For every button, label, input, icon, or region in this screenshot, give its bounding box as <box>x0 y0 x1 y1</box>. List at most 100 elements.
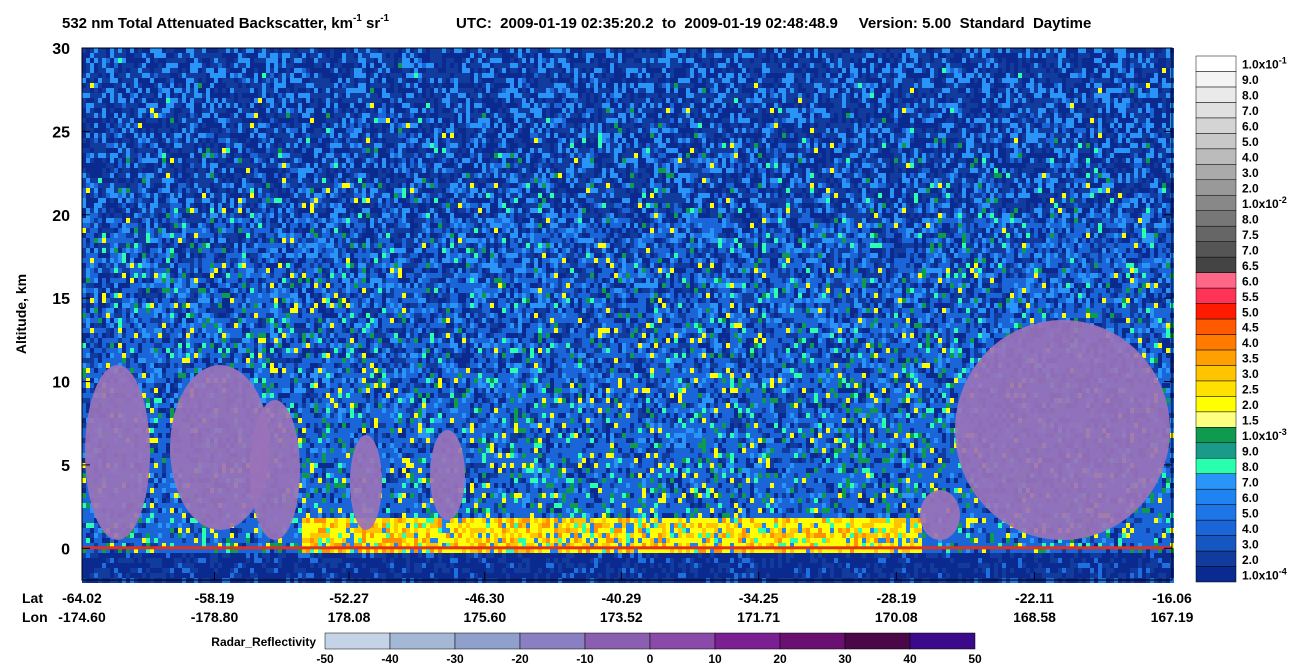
x-axis-label: Lat <box>22 590 43 606</box>
radar-swatch <box>649 632 716 650</box>
radar-tick-label: -40 <box>381 652 399 666</box>
colorbar-swatch <box>1195 303 1237 320</box>
colorbar-label: 4.5 <box>1242 321 1259 335</box>
radar-swatch <box>324 632 391 650</box>
colorbar-label: 5.5 <box>1242 290 1259 304</box>
cloud <box>250 400 300 540</box>
radar-tick-label: 10 <box>708 652 722 666</box>
y-tick-label: 30 <box>52 41 70 58</box>
colorbar-swatch <box>1195 179 1237 196</box>
x-tick-label: -22.11 <box>1015 590 1054 606</box>
colorbar-swatch <box>1195 133 1237 150</box>
colorbar-swatch <box>1195 566 1237 583</box>
y-tick-label: 0 <box>61 541 70 558</box>
backscatter-cells <box>82 48 1174 583</box>
colorbar-swatch <box>1195 411 1237 428</box>
colorbar-swatch <box>1195 427 1237 444</box>
colorbar-swatch <box>1195 396 1237 413</box>
colorbar-label: 5.0 <box>1242 135 1259 149</box>
radar-tick-label: 40 <box>903 652 917 666</box>
colorbar-swatch <box>1195 365 1237 382</box>
colorbar-swatch <box>1195 488 1237 505</box>
colorbar-swatch <box>1195 473 1237 490</box>
radar-swatch <box>779 632 846 650</box>
radar-tick-label: 50 <box>968 652 982 666</box>
radar-swatch <box>844 632 911 650</box>
cloud <box>920 490 960 540</box>
colorbar-label-sup: -2 <box>1279 195 1287 205</box>
colorbar-swatch <box>1195 164 1237 181</box>
title-sup: -1 <box>380 13 389 24</box>
colorbar-label-sup: -4 <box>1279 566 1287 576</box>
colorbar-swatch <box>1195 535 1237 552</box>
colorbar-swatch <box>1195 442 1237 459</box>
colorbar-label: 2.5 <box>1242 383 1259 397</box>
colorbar-label: 3.5 <box>1242 352 1259 366</box>
radar-tick-label: -10 <box>576 652 594 666</box>
cloud <box>170 365 270 530</box>
y-tick-label: 20 <box>52 208 70 225</box>
colorbar-label: 3.0 <box>1242 537 1259 551</box>
x-tick-label: -16.06 <box>1152 590 1192 606</box>
colorbar-swatch <box>1195 148 1237 165</box>
title-part: 532 nm Total Attenuated Backscatter, km <box>62 15 353 32</box>
colorbar-label: 7.0 <box>1242 243 1259 257</box>
cloud <box>85 365 150 540</box>
y-tick-label: 25 <box>52 124 70 141</box>
x-tick-label: -46.30 <box>465 590 505 606</box>
x2-tick-label: -174.60 <box>58 609 106 625</box>
colorbar-swatch <box>1195 241 1237 258</box>
x-tick-label: -28.19 <box>876 590 916 606</box>
x-tick-label: -40.29 <box>601 590 641 606</box>
colorbar-swatch <box>1195 55 1237 72</box>
radar-tick-label: -20 <box>511 652 529 666</box>
colorbar-swatch <box>1195 86 1237 103</box>
colorbar-label: 5.0 <box>1242 305 1259 319</box>
x2-tick-label: -178.80 <box>191 609 239 625</box>
colorbar-label: 9.0 <box>1242 445 1259 459</box>
colorbar-label: 8.0 <box>1242 460 1259 474</box>
colorbar-label: 6.0 <box>1242 274 1259 288</box>
colorbar-label: 6.5 <box>1242 259 1259 273</box>
colorbar-label: 8.0 <box>1242 212 1259 226</box>
backscatter-field <box>82 48 1174 583</box>
x-tick-label: -34.25 <box>739 590 779 606</box>
colorbar-swatch <box>1195 194 1237 211</box>
radar-swatch <box>519 632 586 650</box>
x2-tick-label: 168.58 <box>1013 609 1056 625</box>
colorbar-label-sup: -1 <box>1279 56 1287 66</box>
colorbar-label-sup: -3 <box>1279 427 1287 437</box>
colorbar-label: 2.0 <box>1242 553 1259 567</box>
colorbar-swatch <box>1195 519 1237 536</box>
colorbar-label: 2.0 <box>1242 398 1259 412</box>
backscatter-cells <box>82 48 1174 583</box>
radar-colorbar-label: Radar_Reflectivity <box>211 635 316 649</box>
backscatter-cells <box>322 518 922 553</box>
colorbar-swatch <box>1195 334 1237 351</box>
colorbar-label: 7.5 <box>1242 228 1259 242</box>
x2-tick-label: 167.19 <box>1151 609 1194 625</box>
colorbar-label-text: 1.0x10 <box>1242 568 1279 582</box>
surface-return <box>82 546 1172 550</box>
colorbar-label: 1.0x10-2 <box>1242 195 1287 211</box>
radar-swatch <box>584 632 651 650</box>
x2-axis-label: Lon <box>22 609 48 625</box>
colorbar-label: 7.0 <box>1242 104 1259 118</box>
backscatter-cells <box>86 553 1174 583</box>
cloud <box>955 320 1170 540</box>
colorbar-swatch <box>1195 210 1237 227</box>
colorbar-label: 4.0 <box>1242 151 1259 165</box>
backscatter-cells <box>82 48 1174 553</box>
radar-tick-label: 30 <box>838 652 852 666</box>
colorbar-label: 9.0 <box>1242 73 1259 87</box>
backscatter-cells <box>82 63 1174 553</box>
y-tick-label: 10 <box>52 375 70 392</box>
chart-title: 532 nm Total Attenuated Backscatter, km -… <box>62 13 390 32</box>
colorbar-swatch <box>1195 256 1237 273</box>
colorbar-swatch <box>1195 102 1237 119</box>
radar-tick-label: 0 <box>647 652 654 666</box>
colorbar-label: 8.0 <box>1242 89 1259 103</box>
colorbar-label: 4.0 <box>1242 336 1259 350</box>
colorbar-label: 1.5 <box>1242 414 1259 428</box>
